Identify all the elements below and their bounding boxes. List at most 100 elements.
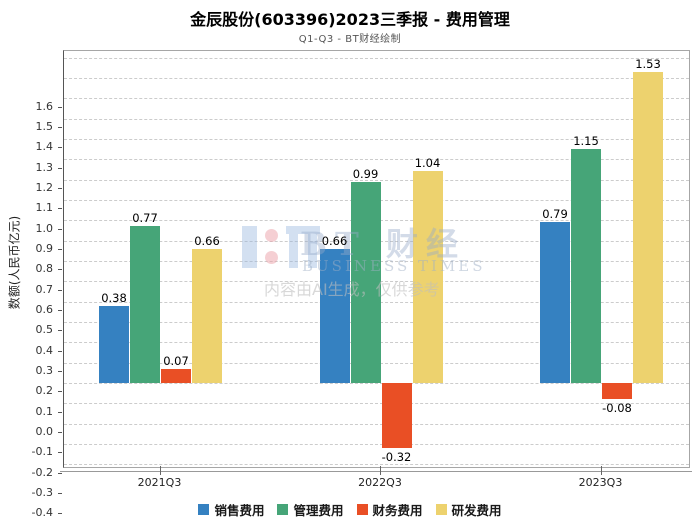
gridline: [64, 138, 689, 140]
y-tick-mark: [58, 126, 62, 128]
bar-value-label: 0.79: [542, 207, 568, 222]
chart-title: 金辰股份(603396)2023三季报 - 费用管理: [190, 10, 510, 29]
y-tick-label: 1.0: [35, 221, 54, 235]
gridline: [64, 464, 689, 466]
y-tick-label: 0.1: [35, 404, 54, 418]
y-tick-label: 1.1: [35, 201, 54, 215]
bar-2022Q3-财务费用: [381, 382, 412, 449]
y-tick-label: 0.8: [35, 262, 54, 276]
bar-2023Q3-管理费用: [571, 149, 601, 383]
y-tick-label: 1.2: [35, 180, 54, 194]
y-tick-label: 1.3: [35, 160, 54, 174]
bar-value-label: 0.07: [163, 353, 189, 368]
y-tick-label: 0.6: [35, 302, 54, 316]
y-tick-label: 0.2: [35, 384, 54, 398]
y-tick-mark: [58, 147, 62, 149]
y-tick-label: 0.5: [35, 323, 54, 337]
y-axis-ticks: -0.4 -0.3 -0.2 -0.1 0.0 0.1 0.2 0.3 0.4 0.5 0.6 0.7…: [0, 50, 63, 519]
bar-value-label: 0.66: [321, 233, 348, 248]
plot-area: 0.38 0.77 0.07 0.66 0.66 0.99 -0.32 1.04 0.79 1.1…: [63, 50, 690, 468]
legend-swatch: [356, 504, 368, 515]
bar-value-label: -0.32: [381, 450, 412, 465]
y-tick-label: 1.5: [35, 119, 54, 133]
bar-value-label: 0.99: [352, 166, 379, 181]
legend-label: 财务费用: [372, 503, 423, 518]
gridline: [64, 57, 689, 59]
y-tick-mark: [58, 167, 62, 169]
bar-2022Q3-销售费用: [319, 248, 350, 383]
legend-label: 研发费用: [451, 503, 502, 518]
y-tick-mark: [58, 330, 62, 332]
legend-label: 销售费用: [214, 503, 265, 518]
bar-value-label: 1.53: [635, 56, 661, 71]
y-tick-label: 0.4: [35, 343, 54, 357]
y-tick-mark: [58, 309, 62, 311]
x-tick-label: 2021Q3: [137, 476, 182, 489]
bar-2021Q3-财务费用: [161, 368, 191, 383]
x-tick-mark: [159, 466, 161, 475]
x-tick-mark: [380, 466, 381, 475]
bar-2021Q3-销售费用: [99, 305, 129, 383]
legend-swatch: [277, 504, 289, 515]
gridline: [64, 423, 689, 425]
y-tick-mark: [58, 228, 62, 230]
y-tick-mark: [58, 472, 62, 474]
bar-2023Q3-研发费用: [633, 71, 663, 383]
y-tick-mark: [58, 106, 62, 108]
y-tick-label: -0.3: [31, 486, 53, 499]
bar-2023Q3-销售费用: [540, 222, 570, 383]
y-tick-mark: [58, 411, 62, 413]
x-tick-mark: [600, 466, 602, 475]
y-tick-mark: [58, 269, 62, 271]
chart-subtitle: Q1-Q3 - BT财经绘制: [298, 34, 402, 45]
y-tick-mark: [58, 350, 62, 352]
bar-2022Q3-管理费用: [350, 181, 381, 383]
y-tick-mark: [58, 187, 62, 189]
legend-item: 研发费用: [435, 500, 502, 519]
y-tick-label: -0.1: [31, 445, 53, 459]
gridline: [64, 98, 689, 100]
bar-value-label: -0.08: [602, 401, 632, 416]
legend-swatch: [198, 504, 210, 515]
y-tick-mark: [58, 208, 62, 210]
gridline: [64, 77, 689, 79]
y-tick-label: -0.2: [31, 465, 53, 479]
y-tick-mark: [58, 248, 62, 250]
y-tick-label: -0.4: [31, 506, 53, 520]
gridline: [64, 118, 689, 120]
y-tick-mark: [58, 513, 62, 515]
bar-2023Q3-财务费用: [602, 382, 632, 400]
legend-label: 管理费用: [293, 503, 344, 518]
y-tick-mark: [58, 452, 62, 454]
gridline: [64, 382, 689, 384]
y-tick-mark: [58, 370, 62, 372]
bar-value-label: 0.77: [132, 211, 158, 226]
y-tick-label: 0.3: [35, 363, 54, 377]
bar-2022Q3-研发费用: [412, 171, 443, 383]
legend-item: 财务费用: [356, 500, 423, 519]
bar-value-label: 0.38: [101, 290, 127, 305]
bar-2021Q3-研发费用: [192, 248, 222, 383]
y-tick-mark: [58, 289, 62, 291]
y-tick-label: 0.7: [35, 282, 54, 296]
x-axis-tick-marks: [0, 466, 700, 475]
x-axis-labels: 2021Q3 2022Q3 2023Q3: [0, 476, 700, 490]
gridline: [64, 444, 689, 445]
y-tick-mark: [58, 431, 62, 433]
legend-item: 管理费用: [277, 500, 344, 519]
y-tick-mark: [58, 493, 62, 494]
y-tick-label: 1.6: [35, 99, 54, 113]
bar-value-label: 1.04: [414, 156, 441, 171]
legend-swatch: [435, 504, 447, 515]
gridline: [64, 159, 689, 161]
gridline: [64, 403, 689, 405]
bar-2021Q3-管理费用: [130, 226, 160, 383]
legend: 销售费用 管理费用 财务费用 研发费用: [0, 500, 700, 519]
legend-item: 销售费用: [198, 500, 264, 519]
x-tick-label: 2023Q3: [578, 476, 623, 489]
y-tick-label: 0.0: [35, 424, 54, 438]
bar-value-label: 0.66: [194, 233, 220, 248]
x-axis-line: [60, 471, 692, 472]
x-tick-label: 2022Q3: [358, 476, 402, 489]
